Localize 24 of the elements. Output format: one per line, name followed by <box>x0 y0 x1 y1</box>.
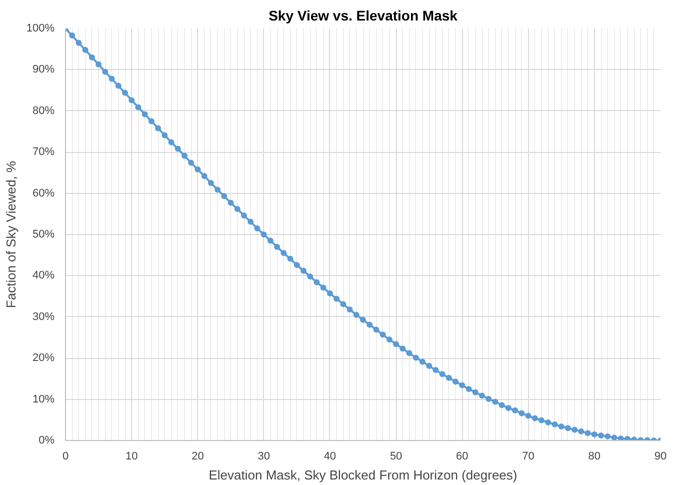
x-tick-label: 80 <box>588 450 601 462</box>
x-tick-label: 20 <box>192 450 204 462</box>
y-tick-label: 50% <box>32 228 55 240</box>
x-tick-label: 10 <box>125 450 138 462</box>
x-tick-label: 0 <box>62 450 69 462</box>
y-tick-label: 80% <box>32 104 55 117</box>
y-tick-label: 90% <box>32 64 55 76</box>
y-axis-title: Faction of Sky Viewed, % <box>3 160 18 308</box>
x-tick-label: 50 <box>390 450 402 462</box>
y-tick-label: 30% <box>32 310 55 323</box>
y-tick-label: 20% <box>32 352 55 364</box>
x-tick-label: 90 <box>654 450 667 462</box>
y-tick-label: 40% <box>32 270 55 282</box>
y-tick-label: 0% <box>38 434 55 446</box>
x-tick-label: 70 <box>522 450 534 462</box>
x-tick-label: 60 <box>456 450 468 462</box>
chart-title: Sky View vs. Elevation Mask <box>268 8 458 24</box>
x-axis-title: Elevation Mask, Sky Blocked From Horizon (degrees) <box>208 468 518 482</box>
x-tick-label: 30 <box>258 450 270 462</box>
y-tick-label: 100% <box>26 22 55 34</box>
y-tick-label: 60% <box>32 187 55 200</box>
y-tick-label: 10% <box>32 393 55 406</box>
x-tick-label: 40 <box>324 450 336 462</box>
y-tick-label: 70% <box>32 146 55 158</box>
